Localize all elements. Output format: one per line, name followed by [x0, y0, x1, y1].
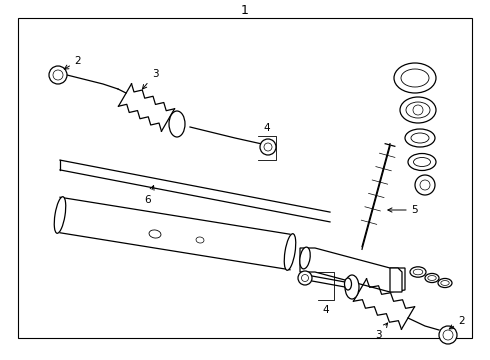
Ellipse shape: [149, 230, 161, 238]
Circle shape: [413, 105, 423, 115]
Text: 6: 6: [145, 186, 154, 205]
Text: 3: 3: [143, 69, 158, 89]
Ellipse shape: [284, 234, 296, 270]
Polygon shape: [390, 268, 402, 292]
Circle shape: [298, 271, 312, 285]
Circle shape: [49, 66, 67, 84]
Bar: [18, 18, 472, 338]
Circle shape: [53, 70, 63, 80]
Text: 3: 3: [375, 323, 388, 340]
Ellipse shape: [425, 274, 439, 283]
Ellipse shape: [405, 129, 435, 147]
Circle shape: [443, 330, 453, 340]
Ellipse shape: [345, 275, 359, 299]
Ellipse shape: [408, 153, 436, 171]
Ellipse shape: [413, 269, 423, 275]
Ellipse shape: [196, 237, 204, 243]
Ellipse shape: [394, 63, 436, 93]
Ellipse shape: [401, 69, 429, 87]
Ellipse shape: [400, 97, 436, 123]
Ellipse shape: [410, 267, 426, 277]
Ellipse shape: [411, 133, 429, 143]
Text: 4: 4: [323, 305, 329, 315]
Circle shape: [260, 139, 276, 155]
Text: 2: 2: [449, 316, 466, 329]
Ellipse shape: [169, 111, 185, 137]
Ellipse shape: [300, 247, 310, 269]
Text: 4: 4: [264, 123, 270, 133]
Circle shape: [420, 180, 430, 190]
Ellipse shape: [406, 102, 430, 118]
Text: 1: 1: [241, 4, 249, 17]
Circle shape: [264, 143, 272, 151]
Circle shape: [439, 326, 457, 344]
Ellipse shape: [438, 278, 452, 288]
Text: 2: 2: [64, 56, 81, 69]
Ellipse shape: [441, 280, 449, 285]
Ellipse shape: [344, 278, 351, 290]
Circle shape: [301, 274, 309, 282]
Text: 5: 5: [388, 205, 418, 215]
Ellipse shape: [428, 275, 436, 280]
Polygon shape: [300, 248, 405, 292]
Circle shape: [415, 175, 435, 195]
Ellipse shape: [54, 197, 66, 233]
Ellipse shape: [414, 158, 431, 166]
